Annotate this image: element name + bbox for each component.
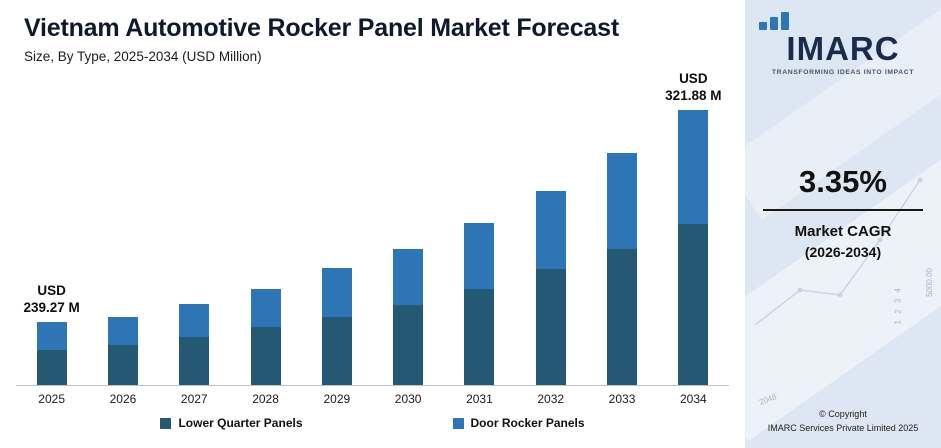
lower-quarter-panels-segment <box>607 249 638 385</box>
x-axis-label: 2028 <box>252 392 279 406</box>
bar-group: USD 239.27 M <box>16 282 87 385</box>
imarc-logo-tagline: TRANSFORMING IDEAS INTO IMPACT <box>771 69 915 76</box>
bar-group <box>87 317 158 385</box>
lower-quarter-panels-segment <box>179 337 210 385</box>
stacked-bar <box>678 110 709 385</box>
door-rocker-panels-segment <box>36 322 67 350</box>
door-rocker-panels-segment <box>678 110 709 224</box>
cagr-label: Market CAGR <box>794 223 892 240</box>
x-axis-label: 2030 <box>394 392 422 406</box>
bar-group <box>230 289 301 385</box>
lower-quarter-panels-segment <box>678 224 709 385</box>
brand-sidebar: 5000.00 1 2 3 4 2048 IMARC TRANSFORMING … <box>745 0 941 448</box>
bar-value-label: USD 239.27 M <box>23 282 80 316</box>
cagr-block: 3.35% Market CAGR (2026-2034) <box>745 164 941 260</box>
bar-group <box>515 191 586 385</box>
decorative-number: 1 2 3 4 <box>893 286 902 325</box>
legend-label: Lower Quarter Panels <box>178 416 303 430</box>
copyright-line1: © Copyright <box>819 409 867 420</box>
lower-quarter-panels-segment <box>36 350 67 385</box>
bar-group <box>372 249 443 385</box>
chart-panel: Vietnam Automotive Rocker Panel Market F… <box>0 0 745 430</box>
stacked-bar <box>107 317 138 385</box>
stacked-bar <box>250 289 281 385</box>
x-axis-label: 2029 <box>323 392 351 406</box>
x-axis-label: 2027 <box>180 392 208 406</box>
stacked-bar <box>393 249 424 385</box>
imarc-logo-text: IMARC <box>786 30 900 67</box>
door-rocker-panels-segment <box>393 249 424 305</box>
legend-swatch <box>160 417 172 429</box>
cagr-period: (2026-2034) <box>804 244 882 260</box>
legend-label: Door Rocker Panels <box>470 416 585 430</box>
x-axis-label: 2032 <box>537 392 565 406</box>
stacked-bar <box>36 322 67 385</box>
bar-value-label: USD 321.88 M <box>665 70 722 104</box>
door-rocker-panels-segment <box>607 153 638 249</box>
door-rocker-panels-segment <box>107 317 138 345</box>
bar-group <box>586 153 657 385</box>
stacked-bar <box>607 153 638 385</box>
stacked-bar <box>464 223 495 385</box>
door-rocker-panels-segment <box>250 289 281 327</box>
lower-quarter-panels-segment <box>321 317 352 385</box>
bar-plot-area: USD 239.27 M USD 321.88 M <box>16 64 729 386</box>
door-rocker-panels-segment <box>179 304 210 337</box>
x-axis-labels: 2025 2026 2027 2028 2029 2030 2031 2032 2033 2034 <box>16 386 729 406</box>
x-axis-label: 2026 <box>109 392 137 406</box>
legend-item: Door Rocker Panels <box>452 416 585 430</box>
chart-title: Vietnam Automotive Rocker Panel Market F… <box>24 14 619 42</box>
door-rocker-panels-segment <box>321 268 352 317</box>
lower-quarter-panels-segment <box>107 345 138 385</box>
decorative-number: 2048 <box>757 392 778 407</box>
imarc-logo: IMARC TRANSFORMING IDEAS INTO IMPACT <box>745 0 941 76</box>
lower-quarter-panels-segment <box>250 327 281 385</box>
lower-quarter-panels-segment <box>464 289 495 385</box>
decorative-number: 5000.00 <box>925 268 934 297</box>
lower-quarter-panels-segment <box>535 269 566 385</box>
bar-group <box>301 268 372 385</box>
bar-group: USD 321.88 M <box>658 70 729 385</box>
lower-quarter-panels-segment <box>393 305 424 385</box>
x-axis-label: 2025 <box>38 392 65 406</box>
legend-item: Lower Quarter Panels <box>160 416 303 430</box>
copyright-line2: IMARC Services Private Limited 2025 <box>767 423 919 434</box>
stacked-bar <box>321 268 352 385</box>
chart-subtitle: Size, By Type, 2025-2034 (USD Million) <box>24 49 262 64</box>
x-axis-label: 2033 <box>608 392 636 406</box>
bar-group <box>444 223 515 385</box>
door-rocker-panels-segment <box>535 191 566 269</box>
chart-header: Vietnam Automotive Rocker Panel Market F… <box>0 0 745 64</box>
door-rocker-panels-segment <box>464 223 495 289</box>
stacked-bar <box>179 304 210 385</box>
imarc-logo-bars-icon <box>759 12 793 30</box>
cagr-value: 3.35% <box>763 164 923 211</box>
x-axis-label: 2031 <box>466 392 493 406</box>
copyright: © Copyright IMARC Services Private Limit… <box>745 408 941 436</box>
bar-group <box>159 304 230 385</box>
stacked-bar <box>535 191 566 385</box>
legend-swatch <box>452 417 464 429</box>
x-axis-label: 2034 <box>679 392 707 406</box>
chart-legend: Lower Quarter Panels Door Rocker Panels <box>0 416 745 430</box>
